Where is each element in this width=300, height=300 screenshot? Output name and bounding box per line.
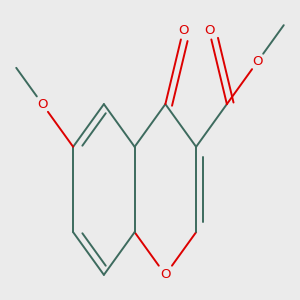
Text: O: O (204, 24, 214, 37)
Text: O: O (178, 24, 188, 37)
Text: O: O (160, 268, 171, 281)
Text: O: O (252, 55, 263, 68)
Text: O: O (37, 98, 48, 111)
